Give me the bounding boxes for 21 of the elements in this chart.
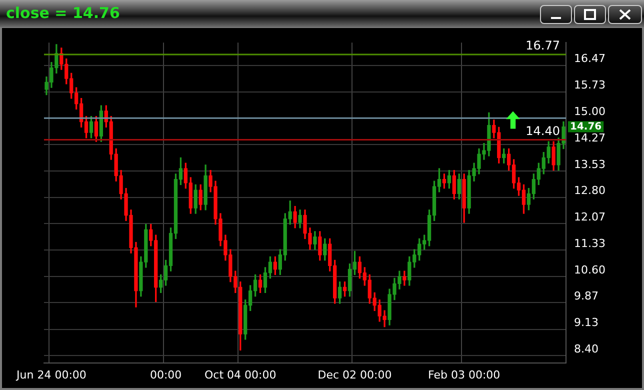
x-tick-label: Jun 24 00:00 [16, 368, 86, 382]
y-tick-label: 15.00 [574, 105, 606, 118]
y-tick-label: 11.33 [574, 237, 606, 250]
y-tick-label: 8.40 [574, 342, 598, 356]
x-tick-label: Dec 02 00:00 [318, 368, 392, 382]
y-tick-label: 9.13 [574, 316, 598, 330]
y-tick-label: 14.27 [574, 131, 606, 144]
annotation: 14.76 [570, 121, 602, 132]
y-tick-label: 12.80 [574, 184, 606, 198]
y-tick-label: 16.47 [574, 52, 606, 66]
y-tick-label: 10.60 [574, 263, 606, 276]
y-tick-label: 12.07 [574, 210, 606, 224]
y-tick-label: 9.87 [574, 290, 598, 303]
y-tick-label: 15.73 [574, 78, 606, 92]
y-tick-label: 13.53 [574, 158, 606, 171]
ref-line-label: 16.77 [526, 38, 560, 53]
x-tick-label: Oct 04 00:00 [204, 368, 276, 382]
chart-title: close = 14.76 [6, 4, 120, 22]
x-tick-label: Feb 03 00:00 [428, 368, 500, 382]
ref-line-label: 14.40 [526, 124, 560, 138]
x-tick-label: 00:00 [150, 368, 182, 382]
